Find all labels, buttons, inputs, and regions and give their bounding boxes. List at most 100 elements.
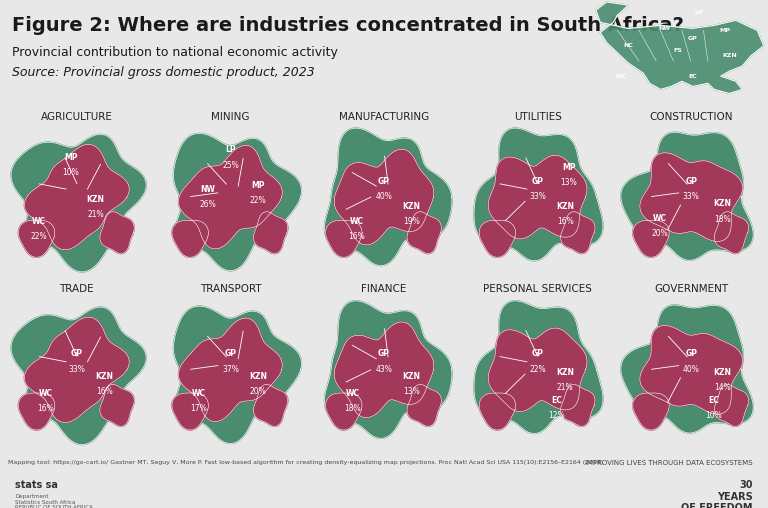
Text: MP: MP	[251, 181, 265, 190]
Polygon shape	[326, 393, 362, 430]
Text: WC: WC	[616, 74, 627, 79]
Text: GP: GP	[688, 36, 697, 41]
Text: GP: GP	[378, 177, 390, 186]
Text: EC: EC	[551, 396, 562, 405]
Polygon shape	[25, 144, 129, 250]
Text: WC: WC	[192, 389, 206, 398]
Polygon shape	[640, 326, 743, 414]
Text: GOVERNMENT: GOVERNMENT	[654, 284, 728, 295]
Text: GP: GP	[685, 177, 697, 186]
Text: MINING: MINING	[211, 112, 250, 122]
Polygon shape	[178, 318, 283, 422]
Text: KZN: KZN	[722, 53, 737, 58]
Text: MP: MP	[64, 152, 78, 162]
Polygon shape	[633, 393, 669, 430]
Text: 16%: 16%	[96, 387, 113, 396]
Text: NC: NC	[624, 43, 633, 48]
Text: LP: LP	[695, 10, 703, 15]
Polygon shape	[18, 220, 55, 257]
Polygon shape	[11, 135, 146, 272]
Text: GP: GP	[378, 350, 390, 359]
Text: EC: EC	[688, 74, 697, 79]
Text: 16%: 16%	[348, 232, 365, 241]
Polygon shape	[474, 128, 603, 261]
Text: 14%: 14%	[714, 383, 731, 392]
Text: GP: GP	[685, 350, 697, 359]
Polygon shape	[561, 385, 595, 426]
Text: IMPROVING LIVES THROUGH DATA ECOSYSTEMS: IMPROVING LIVES THROUGH DATA ECOSYSTEMS	[585, 460, 753, 466]
Polygon shape	[325, 301, 452, 438]
Text: UTILITIES: UTILITIES	[514, 112, 561, 122]
Text: 22%: 22%	[529, 365, 546, 373]
Text: AGRICULTURE: AGRICULTURE	[41, 112, 113, 122]
Text: Figure 2: Where are industries concentrated in South Africa?: Figure 2: Where are industries concentra…	[12, 16, 684, 36]
Polygon shape	[334, 149, 434, 245]
Polygon shape	[174, 306, 302, 443]
Text: Mapping tool: https://go-cart.io/ Gastner MT, Seguy V, More P. Fast low-based al: Mapping tool: https://go-cart.io/ Gastne…	[8, 460, 603, 465]
Text: 10%: 10%	[706, 411, 722, 421]
Text: 18%: 18%	[714, 214, 731, 224]
Text: 33%: 33%	[68, 365, 85, 373]
Text: Provincial contribution to national economic activity: Provincial contribution to national econ…	[12, 46, 337, 59]
Text: 22%: 22%	[31, 232, 48, 241]
Text: WC: WC	[32, 216, 46, 226]
Polygon shape	[100, 212, 134, 253]
Polygon shape	[253, 385, 288, 426]
Text: WC: WC	[346, 389, 359, 398]
Text: 13%: 13%	[403, 387, 420, 396]
Text: KZN: KZN	[556, 368, 574, 377]
Text: 33%: 33%	[529, 192, 546, 201]
Text: KZN: KZN	[249, 372, 267, 381]
Text: 13%: 13%	[561, 178, 578, 186]
Text: 25%: 25%	[222, 161, 239, 170]
Text: Department
Statistics South Africa
REPUBLIC OF SOUTH AFRICA: Department Statistics South Africa REPUB…	[15, 494, 93, 508]
Polygon shape	[178, 145, 283, 249]
Text: GP: GP	[531, 177, 544, 186]
Text: Source: Provincial gross domestic product, 2023: Source: Provincial gross domestic produc…	[12, 66, 314, 79]
Text: 10%: 10%	[62, 168, 79, 177]
Polygon shape	[25, 317, 129, 423]
Text: EC: EC	[708, 396, 720, 405]
Text: 12%: 12%	[548, 411, 564, 421]
Text: stats sa: stats sa	[15, 480, 58, 490]
Text: 21%: 21%	[557, 383, 574, 392]
Text: LP: LP	[225, 145, 236, 154]
Text: KZN: KZN	[713, 200, 732, 208]
Text: 26%: 26%	[200, 200, 216, 209]
Polygon shape	[596, 2, 763, 93]
Text: 17%: 17%	[190, 404, 207, 414]
Text: GP: GP	[531, 350, 544, 359]
Text: FINANCE: FINANCE	[361, 284, 407, 295]
Polygon shape	[18, 393, 55, 430]
Polygon shape	[479, 393, 515, 430]
Text: MANUFACTURING: MANUFACTURING	[339, 112, 429, 122]
Text: KZN: KZN	[556, 202, 574, 211]
Polygon shape	[474, 301, 603, 433]
Polygon shape	[253, 212, 288, 253]
Text: KZN: KZN	[402, 202, 421, 211]
Text: WC: WC	[38, 389, 52, 398]
Text: 20%: 20%	[651, 229, 668, 238]
Text: TRANSPORT: TRANSPORT	[200, 284, 261, 295]
Text: 40%: 40%	[376, 192, 392, 201]
Polygon shape	[714, 212, 749, 253]
Text: 20%: 20%	[250, 387, 266, 396]
Text: PERSONAL SERVICES: PERSONAL SERVICES	[483, 284, 592, 295]
Text: GP: GP	[71, 350, 83, 359]
Text: CONSTRUCTION: CONSTRUCTION	[650, 112, 733, 122]
Text: WC: WC	[349, 216, 363, 226]
Text: 16%: 16%	[557, 217, 574, 227]
Text: KZN: KZN	[402, 372, 421, 381]
Polygon shape	[334, 322, 434, 418]
Polygon shape	[172, 220, 208, 257]
Text: 19%: 19%	[403, 217, 420, 227]
Polygon shape	[621, 305, 753, 433]
Text: 40%: 40%	[683, 365, 700, 373]
Text: 21%: 21%	[88, 210, 104, 219]
Polygon shape	[479, 220, 515, 257]
Text: 18%: 18%	[344, 404, 361, 414]
Text: 37%: 37%	[222, 365, 239, 373]
Polygon shape	[172, 393, 208, 430]
Text: NW: NW	[659, 26, 671, 31]
Text: 30
YEARS
OF FREEDOM: 30 YEARS OF FREEDOM	[681, 480, 753, 508]
